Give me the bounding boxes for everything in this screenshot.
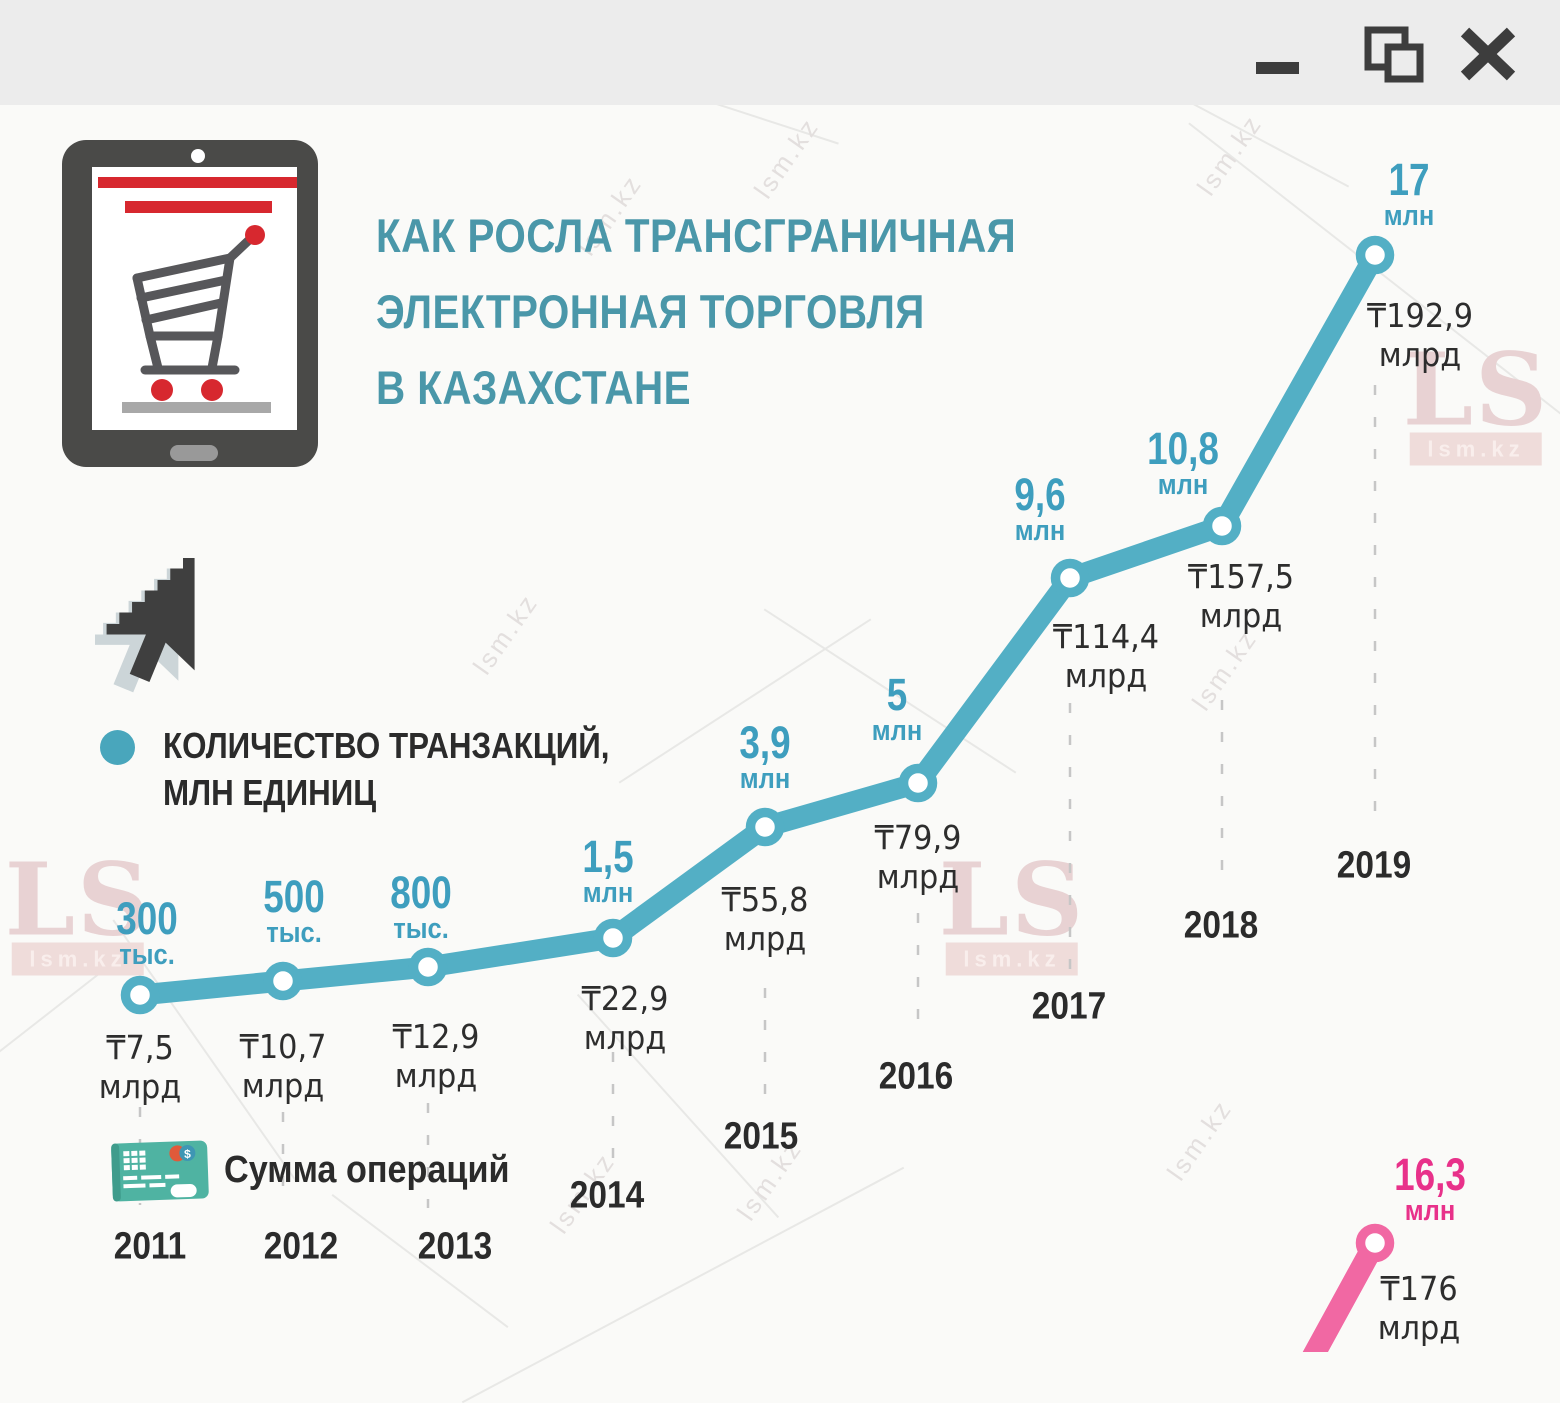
close-button[interactable] xyxy=(1459,26,1517,82)
title-line-3: В КАЗАХСТАНЕ xyxy=(376,361,692,414)
title-line-1: КАК РОСЛА ТРАНСГРАНИЧНАЯ xyxy=(376,209,1017,262)
title-line-2: ЭЛЕКТРОННАЯ ТОРГОВЛЯ xyxy=(376,285,925,338)
line-chart xyxy=(120,235,1395,1352)
minimize-button[interactable] xyxy=(1254,58,1302,78)
tablet-shopping-cart-icon xyxy=(62,140,318,467)
window-titlebar xyxy=(0,0,1560,105)
pixel-cursor-icon xyxy=(95,558,195,693)
transactions-legend-dot-icon xyxy=(100,730,135,765)
ls-watermark-site: lsm.kz xyxy=(1410,432,1542,466)
ls-watermark-site: lsm.kz xyxy=(12,942,144,976)
restore-icon xyxy=(1364,26,1424,83)
ls-watermark-letters: LS xyxy=(1402,330,1550,449)
restore-button[interactable] xyxy=(1364,26,1426,86)
ls-logo-watermark: LS lsm.kz xyxy=(4,840,152,976)
transactions-legend-line-1: КОЛИЧЕСТВО ТРАНЗАКЦИЙ, xyxy=(163,725,610,766)
transactions-legend-line-2: МЛН ЕДИНИЦ xyxy=(163,772,377,813)
svg-text:$: $ xyxy=(184,1147,191,1161)
close-icon xyxy=(1460,27,1516,81)
ls-watermark-letters: LS xyxy=(938,840,1086,959)
minimize-icon xyxy=(1256,62,1299,74)
transactions-legend-label: КОЛИЧЕСТВО ТРАНЗАКЦИЙ, МЛН ЕДИНИЦ xyxy=(163,722,609,816)
credit-card-icon: $ xyxy=(111,1140,209,1202)
cart-glyph xyxy=(132,236,253,375)
infographic-title: КАК РОСЛА ТРАНСГРАНИЧНАЯ ЭЛЕКТРОННАЯ ТОР… xyxy=(376,198,1016,426)
ls-logo-watermark: LS lsm.kz xyxy=(1402,330,1550,466)
amount-legend-label: Сумма операций xyxy=(224,1149,510,1191)
ls-watermark-site: lsm.kz xyxy=(946,942,1078,976)
ls-watermark-letters: LS xyxy=(4,840,152,959)
ls-logo-watermark: LS lsm.kz xyxy=(938,840,1086,976)
